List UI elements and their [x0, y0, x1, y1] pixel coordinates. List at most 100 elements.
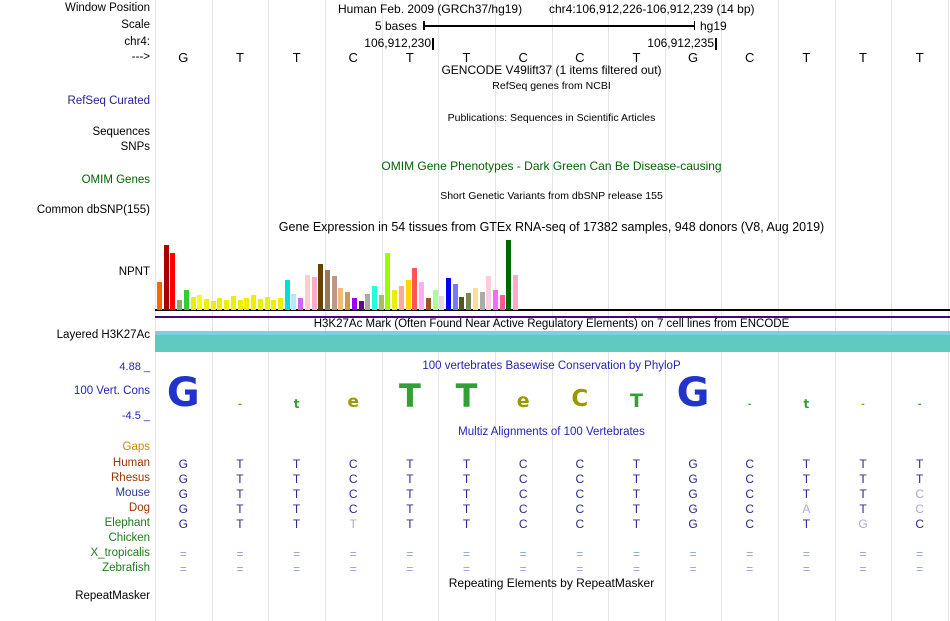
alignment-base: T — [406, 457, 414, 471]
chrom-label: chr4: — [124, 36, 150, 48]
gtex-expression-bar — [472, 288, 478, 310]
alignment-base: = — [179, 547, 187, 561]
gtex-expression-bar — [412, 268, 418, 310]
gtex-expression-bar — [304, 275, 310, 310]
alignment-base: T — [462, 487, 471, 501]
phylop-track-title[interactable]: 100 vertebrates Basewise Conservation by… — [422, 360, 681, 372]
sidebar-refseq-curated[interactable]: RefSeq Curated — [67, 95, 150, 107]
alignment-base: = — [179, 562, 187, 576]
coordinate-tick-left — [432, 38, 434, 50]
sequence-base: C — [348, 50, 358, 65]
omim-track-title[interactable]: OMIM Gene Phenotypes - Dark Green Can Be… — [381, 159, 722, 173]
conservation-logo-letter: - — [917, 399, 922, 410]
alignment-base: = — [463, 562, 471, 576]
repeatmasker-track-title[interactable]: Repeating Elements by RepeatMasker — [448, 576, 655, 590]
species-label-mouse[interactable]: Mouse — [115, 487, 150, 499]
sidebar-gaps[interactable]: Gaps — [122, 441, 151, 453]
alignment-base: T — [462, 502, 471, 516]
alignment-base: = — [689, 562, 697, 576]
position-text: chr4:106,912,226-106,912,239 (14 bp) — [549, 2, 755, 16]
sidebar-sequences[interactable]: Sequences — [92, 126, 150, 138]
gtex-expression-bar — [190, 297, 196, 310]
scale-label: Scale — [121, 19, 150, 31]
sidebar-gene-npnt[interactable]: NPNT — [118, 266, 150, 278]
alignment-base: T — [236, 457, 244, 471]
gtex-expression-bar — [338, 288, 344, 310]
conservation-max-value: 4.88 _ — [119, 361, 150, 373]
sidebar-repeatmasker[interactable]: RepeatMasker — [75, 590, 150, 602]
gtex-expression-bar — [493, 290, 498, 310]
publications-track-title[interactable]: Publications: Sequences in Scientific Ar… — [447, 112, 656, 124]
alignment-base: T — [292, 502, 301, 516]
sequence-base: T — [292, 50, 301, 65]
gtex-expression-bar — [513, 275, 519, 310]
gtex-track-title[interactable]: Gene Expression in 54 tissues from GTEx … — [278, 220, 825, 234]
gtex-expression-bar — [419, 282, 425, 310]
dbsnp-track-title[interactable]: Short Genetic Variants from dbSNP releas… — [440, 190, 663, 202]
alignment-base: T — [462, 472, 471, 486]
species-label-elephant[interactable]: Elephant — [104, 517, 150, 529]
gencode-track-title[interactable]: GENCODE V49lift37 (1 items filtered out) — [441, 63, 662, 77]
sequence-base: T — [235, 50, 244, 65]
conservation-logo-letter: T — [455, 377, 478, 416]
coordinate-tick-right — [715, 38, 717, 50]
sequence-base: T — [632, 50, 641, 65]
sidebar-100-vert-cons[interactable]: 100 Vert. Cons — [73, 385, 150, 397]
alignment-base: = — [519, 562, 527, 576]
gtex-expression-bar — [405, 280, 411, 310]
alignment-base: T — [349, 517, 357, 531]
sidebar-layered-h3k27ac[interactable]: Layered H3K27Ac — [56, 329, 150, 341]
alignment-base: C — [348, 472, 358, 486]
gtex-expression-bar — [264, 297, 270, 310]
alignment-base: = — [916, 562, 924, 576]
multiz-track-title[interactable]: Multiz Alignments of 100 Vertebrates — [458, 426, 645, 438]
species-label-dog[interactable]: Dog — [128, 502, 150, 514]
species-label-x_tropicalis[interactable]: X_tropicalis — [90, 547, 150, 559]
sidebar-common-dbsnp[interactable]: Common dbSNP(155) — [36, 204, 150, 216]
alignment-base: C — [915, 502, 925, 516]
species-label-zebrafish[interactable]: Zebrafish — [102, 562, 150, 574]
h3k27ac-track-title[interactable]: H3K27Ac Mark (Often Found Near Active Re… — [313, 318, 790, 330]
alignment-base: T — [406, 502, 414, 516]
coordinate-label-right: 106,912,235 — [647, 36, 714, 50]
alignment-base: T — [802, 472, 811, 486]
alignment-base: = — [916, 547, 924, 561]
scale-ruler-line — [423, 25, 695, 27]
species-label-rhesus[interactable]: Rhesus — [111, 472, 150, 484]
gtex-expression-bar — [392, 290, 398, 310]
alignment-base: T — [916, 457, 924, 471]
gtex-expression-bar — [385, 253, 391, 310]
gtex-expression-bar — [163, 245, 169, 310]
alignment-base: G — [688, 457, 698, 471]
gtex-expression-bar — [398, 286, 404, 310]
gtex-expression-bar — [257, 299, 263, 310]
alignment-base: = — [406, 562, 414, 576]
gtex-expression-bar — [224, 300, 230, 310]
h3k27ac-signal-block[interactable] — [155, 335, 950, 352]
gtex-expression-bar — [244, 298, 250, 310]
alignment-base: T — [632, 517, 641, 531]
gtex-expression-bar — [372, 286, 378, 310]
alignment-base: T — [406, 472, 414, 486]
alignment-base: = — [576, 562, 584, 576]
gtex-baseline — [155, 309, 950, 311]
alignment-base: C — [575, 457, 585, 471]
sidebar-omim-genes[interactable]: OMIM Genes — [81, 174, 150, 186]
alignment-base: G — [178, 517, 188, 531]
alignment-base: C — [745, 517, 755, 531]
gtex-expression-bar — [291, 294, 297, 310]
gtex-expression-bar — [479, 292, 485, 310]
gtex-expression-bar — [345, 292, 351, 310]
conservation-logo-letter: T — [629, 390, 643, 413]
h3k27ac-signal-upper[interactable] — [155, 331, 950, 335]
alignment-base: C — [745, 487, 755, 501]
sidebar-snps[interactable]: SNPs — [120, 141, 150, 153]
species-label-chicken[interactable]: Chicken — [108, 532, 150, 544]
gtex-expression-bar — [452, 284, 458, 310]
coordinate-label-left: 106,912,230 — [364, 36, 431, 50]
alignment-base: C — [518, 457, 528, 471]
refseq-track-title[interactable]: RefSeq genes from NCBI — [492, 80, 611, 92]
conservation-logo-letter: - — [747, 399, 752, 410]
gtex-expression-bar — [506, 240, 512, 310]
species-label-human[interactable]: Human — [112, 457, 150, 469]
